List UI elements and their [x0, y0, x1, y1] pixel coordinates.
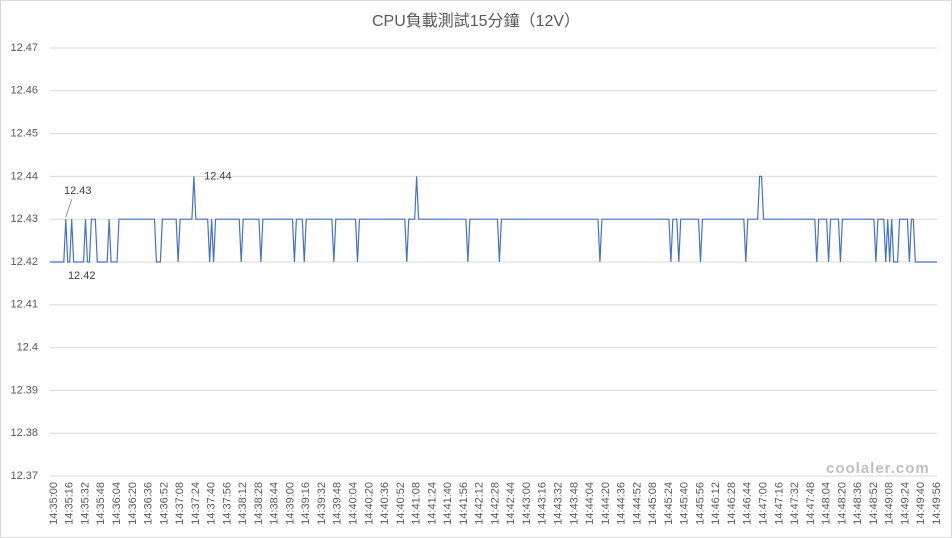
x-tick-label: 14:36:36	[143, 482, 155, 525]
data-label: 12.44	[204, 170, 232, 182]
x-tick-label: 14:44:20	[600, 482, 612, 525]
y-tick-label: 12.41	[10, 299, 38, 311]
y-tick-label: 12.47	[10, 42, 38, 54]
x-tick-label: 14:47:48	[805, 482, 817, 525]
x-tick-label: 14:38:28	[253, 482, 265, 525]
y-tick-label: 12.38	[10, 427, 38, 439]
x-tick-label: 14:48:52	[868, 482, 880, 525]
x-tick-label: 14:37:24	[190, 482, 202, 525]
x-tick-label: 14:35:00	[48, 482, 60, 525]
y-tick-label: 12.37	[10, 470, 38, 482]
x-tick-label: 14:43:00	[521, 482, 533, 525]
x-tick-label: 14:39:00	[284, 482, 296, 525]
x-tick-label: 14:42:28	[489, 482, 501, 525]
y-tick-label: 12.42	[10, 256, 38, 268]
line	[50, 175, 937, 263]
x-tick-label: 14:47:00	[758, 482, 770, 525]
x-tick-label: 14:37:56	[221, 482, 233, 525]
x-tick-label: 14:48:04	[821, 482, 833, 525]
x-tick-label: 14:35:16	[64, 482, 76, 525]
x-tick-label: 14:46:44	[742, 482, 754, 525]
data-label: 12.43	[64, 185, 92, 197]
y-tick-label: 12.4	[17, 342, 38, 354]
x-tick-label: 14:40:20	[363, 482, 375, 525]
x-tick-label: 14:36:20	[127, 482, 139, 525]
x-tick-label: 14:40:52	[395, 482, 407, 525]
y-tick-label: 12.43	[10, 213, 38, 225]
x-tick-label: 14:43:48	[568, 482, 580, 525]
x-tick-label: 14:43:16	[537, 482, 549, 525]
leader-line	[65, 199, 73, 218]
x-tick-label: 14:45:56	[694, 482, 706, 525]
x-tick-label: 14:49:40	[915, 482, 927, 525]
x-tick-label: 14:38:44	[269, 482, 281, 525]
y-tick-label: 12.45	[10, 128, 38, 140]
x-tick-label: 14:35:48	[95, 482, 107, 525]
x-tick-label: 14:49:24	[899, 482, 911, 525]
x-tick-label: 14:38:12	[237, 482, 249, 525]
y-tick-label: 12.44	[10, 170, 38, 182]
x-tick-label: 14:39:16	[300, 482, 312, 525]
x-tick-label: 14:36:04	[111, 482, 123, 525]
x-tick-label: 14:49:56	[931, 482, 943, 525]
y-tick-label: 12.46	[10, 85, 38, 97]
x-tick-label: 14:40:36	[379, 482, 391, 525]
watermark: coolaler.com	[826, 460, 930, 477]
x-tick-label: 14:49:08	[884, 482, 896, 525]
x-tick-label: 14:48:36	[852, 482, 864, 525]
x-tick-label: 14:46:12	[710, 482, 722, 525]
x-tick-label: 14:37:40	[206, 482, 218, 525]
x-tick-label: 14:41:24	[426, 482, 438, 525]
x-tick-label: 14:42:44	[505, 482, 517, 525]
x-tick-label: 14:41:40	[442, 482, 454, 525]
x-tick-label: 14:45:24	[663, 482, 675, 525]
x-tick-label: 14:40:04	[348, 482, 360, 525]
y-tick-label: 12.39	[10, 384, 38, 396]
x-tick-label: 14:39:48	[332, 482, 344, 525]
data-label: 12.42	[68, 270, 96, 282]
x-tick-label: 14:35:32	[79, 482, 91, 525]
x-tick-label: 14:45:08	[647, 482, 659, 525]
x-tick-label: 14:45:40	[679, 482, 691, 525]
x-tick-label: 14:47:32	[789, 482, 801, 525]
x-tick-label: 14:39:32	[316, 482, 328, 525]
x-tick-label: 14:46:28	[726, 482, 738, 525]
x-tick-label: 14:44:36	[616, 482, 628, 525]
x-tick-label: 14:41:56	[458, 482, 470, 525]
chart-title: CPU負載測試15分鐘（12V）	[372, 12, 580, 30]
x-tick-label: 14:37:08	[174, 482, 186, 525]
x-tick-label: 14:48:20	[836, 482, 848, 525]
x-tick-label: 14:44:52	[631, 482, 643, 525]
x-tick-label: 14:47:16	[773, 482, 785, 525]
x-tick-label: 14:43:32	[553, 482, 565, 525]
x-tick-label: 14:42:12	[474, 482, 486, 525]
x-tick-label: 14:44:04	[584, 482, 596, 525]
x-tick-label: 14:36:52	[158, 482, 170, 525]
x-tick-label: 14:41:08	[411, 482, 423, 525]
